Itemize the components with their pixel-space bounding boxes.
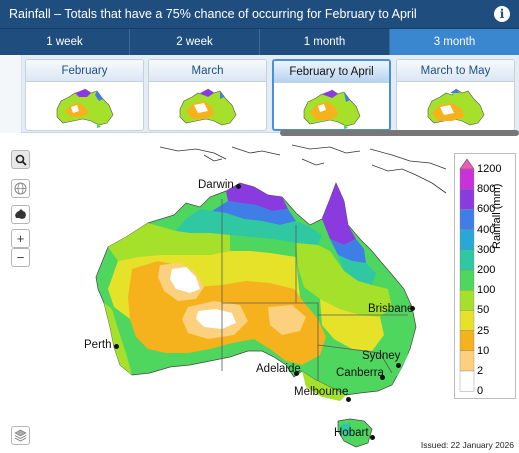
- legend-swatch: [459, 310, 475, 331]
- legend-swatch: [459, 209, 475, 230]
- city-dot-hobart: [370, 435, 375, 440]
- thumbnail-strip: February March February to April: [0, 55, 519, 133]
- thumbnail-february-to-april[interactable]: February to April: [272, 59, 391, 131]
- legend-value: 25: [477, 324, 490, 337]
- globe-icon[interactable]: [11, 179, 30, 198]
- layers-icon[interactable]: [11, 426, 30, 445]
- legend-value: 100: [477, 284, 496, 297]
- rain-band-10-lake-eyre: [268, 305, 306, 335]
- legend-swatch: [459, 229, 475, 250]
- legend-swatch: [459, 370, 475, 392]
- legend-swatch: [459, 330, 475, 352]
- legend-value: 800: [477, 183, 496, 196]
- rain-band-50-southeast: [320, 299, 384, 351]
- legend-swatch: [459, 189, 475, 210]
- legend-value: 600: [477, 203, 496, 216]
- legend-swatch: [459, 168, 475, 190]
- legend-value: 50: [477, 304, 490, 317]
- issued-date: Issued: 22 January 2026: [420, 440, 514, 450]
- rain-band-100-victoria: [302, 371, 346, 401]
- legend-value: 200: [477, 264, 496, 276]
- city-label-canberra: Canberra: [336, 367, 384, 379]
- mini-map-icon: [427, 88, 484, 126]
- title-bar: Rainfall – Totals that have a 75% chance…: [0, 0, 519, 29]
- rain-band-100-north: [108, 223, 230, 261]
- state-borders: [221, 199, 408, 381]
- city-dot-melbourne: [346, 397, 351, 402]
- legend-value: 1200: [477, 163, 502, 175]
- rain-band-400-east: [330, 239, 366, 263]
- mini-map-icon: [56, 88, 113, 128]
- rainfall-legend: Rainfall (mm) 1200 800 600 400 300 200 100 50 25…: [454, 153, 516, 399]
- rain-band-2-central: [196, 309, 236, 329]
- tab-1-month[interactable]: 1 month: [260, 29, 390, 55]
- tasmania-west: [340, 423, 352, 437]
- tab-2-week[interactable]: 2 week: [130, 29, 260, 55]
- rain-band-100-coast: [336, 325, 408, 389]
- australia-icon[interactable]: [11, 205, 30, 224]
- thumbnail-label: February to April: [274, 61, 389, 83]
- city-label-adelaide: Adelaide: [256, 363, 301, 375]
- city-label-melbourne: Melbourne: [294, 386, 349, 398]
- thumbnail-march-to-may[interactable]: March to May: [396, 59, 515, 131]
- legend-value: 300: [477, 243, 496, 256]
- zoom-out-button[interactable]: −: [11, 248, 30, 267]
- city-dot-brisbane: [410, 306, 415, 311]
- tab-3-month[interactable]: 3 month: [390, 29, 519, 55]
- city-label-darwin: Darwin: [198, 179, 234, 191]
- legend-swatch: [459, 289, 475, 311]
- thumbnail-label: March: [149, 60, 266, 82]
- city-label-perth: Perth: [84, 339, 112, 351]
- rain-band-200: [176, 209, 322, 245]
- thumbnail-march[interactable]: March: [148, 59, 267, 131]
- rain-band-cape-york: [322, 183, 356, 245]
- legend-swatch: [459, 269, 475, 291]
- tab-1-week[interactable]: 1 week: [0, 29, 130, 55]
- city-dot-sydney: [396, 363, 401, 368]
- thumbnail-scrollbar[interactable]: [280, 130, 519, 136]
- thumbnail-label: February: [26, 60, 143, 82]
- thumbnail-label: March to May: [397, 60, 514, 82]
- thumbnail-february[interactable]: February: [25, 59, 144, 131]
- city-label-sydney: Sydney: [362, 350, 401, 362]
- page-title: Rainfall – Totals that have a 75% chance…: [9, 7, 417, 21]
- rainfall-map[interactable]: + − Darwin Perth Brisbane Adelaide Sydne…: [0, 139, 519, 453]
- zoom-in-button[interactable]: +: [11, 229, 30, 248]
- rain-band-2-north: [170, 267, 200, 293]
- legend-value: 10: [477, 344, 490, 357]
- rain-band-200-east: [338, 255, 376, 285]
- neighbour-coastlines: [159, 144, 447, 194]
- legend-value: 2: [477, 365, 484, 377]
- mini-map-icon: [179, 88, 236, 126]
- rain-band-100-east: [296, 243, 392, 317]
- city-label-hobart: Hobart: [334, 427, 369, 439]
- city-dot-adelaide: [294, 371, 299, 376]
- thumbnail-strip-edge: [0, 55, 22, 133]
- city-label-brisbane: Brisbane: [368, 303, 414, 315]
- legend-swatch: [459, 249, 475, 271]
- legend-color-scale: [459, 158, 475, 392]
- legend-value: 0: [477, 385, 484, 398]
- legend-value: 400: [477, 223, 496, 236]
- city-dot-darwin: [236, 184, 241, 189]
- rain-band-400: [212, 201, 296, 225]
- period-tab-bar: 1 week 2 week 1 month 3 month: [0, 29, 519, 55]
- rain-band-600: [226, 183, 288, 211]
- info-icon[interactable]: i: [494, 6, 510, 22]
- australia-rainfall-map: [95, 144, 447, 448]
- search-icon[interactable]: [11, 150, 30, 169]
- city-dot-perth: [114, 344, 119, 349]
- city-dot-canberra: [380, 375, 385, 380]
- mini-map-icon: [303, 89, 360, 129]
- rain-band-100-west: [104, 303, 132, 375]
- legend-swatch: [459, 350, 475, 372]
